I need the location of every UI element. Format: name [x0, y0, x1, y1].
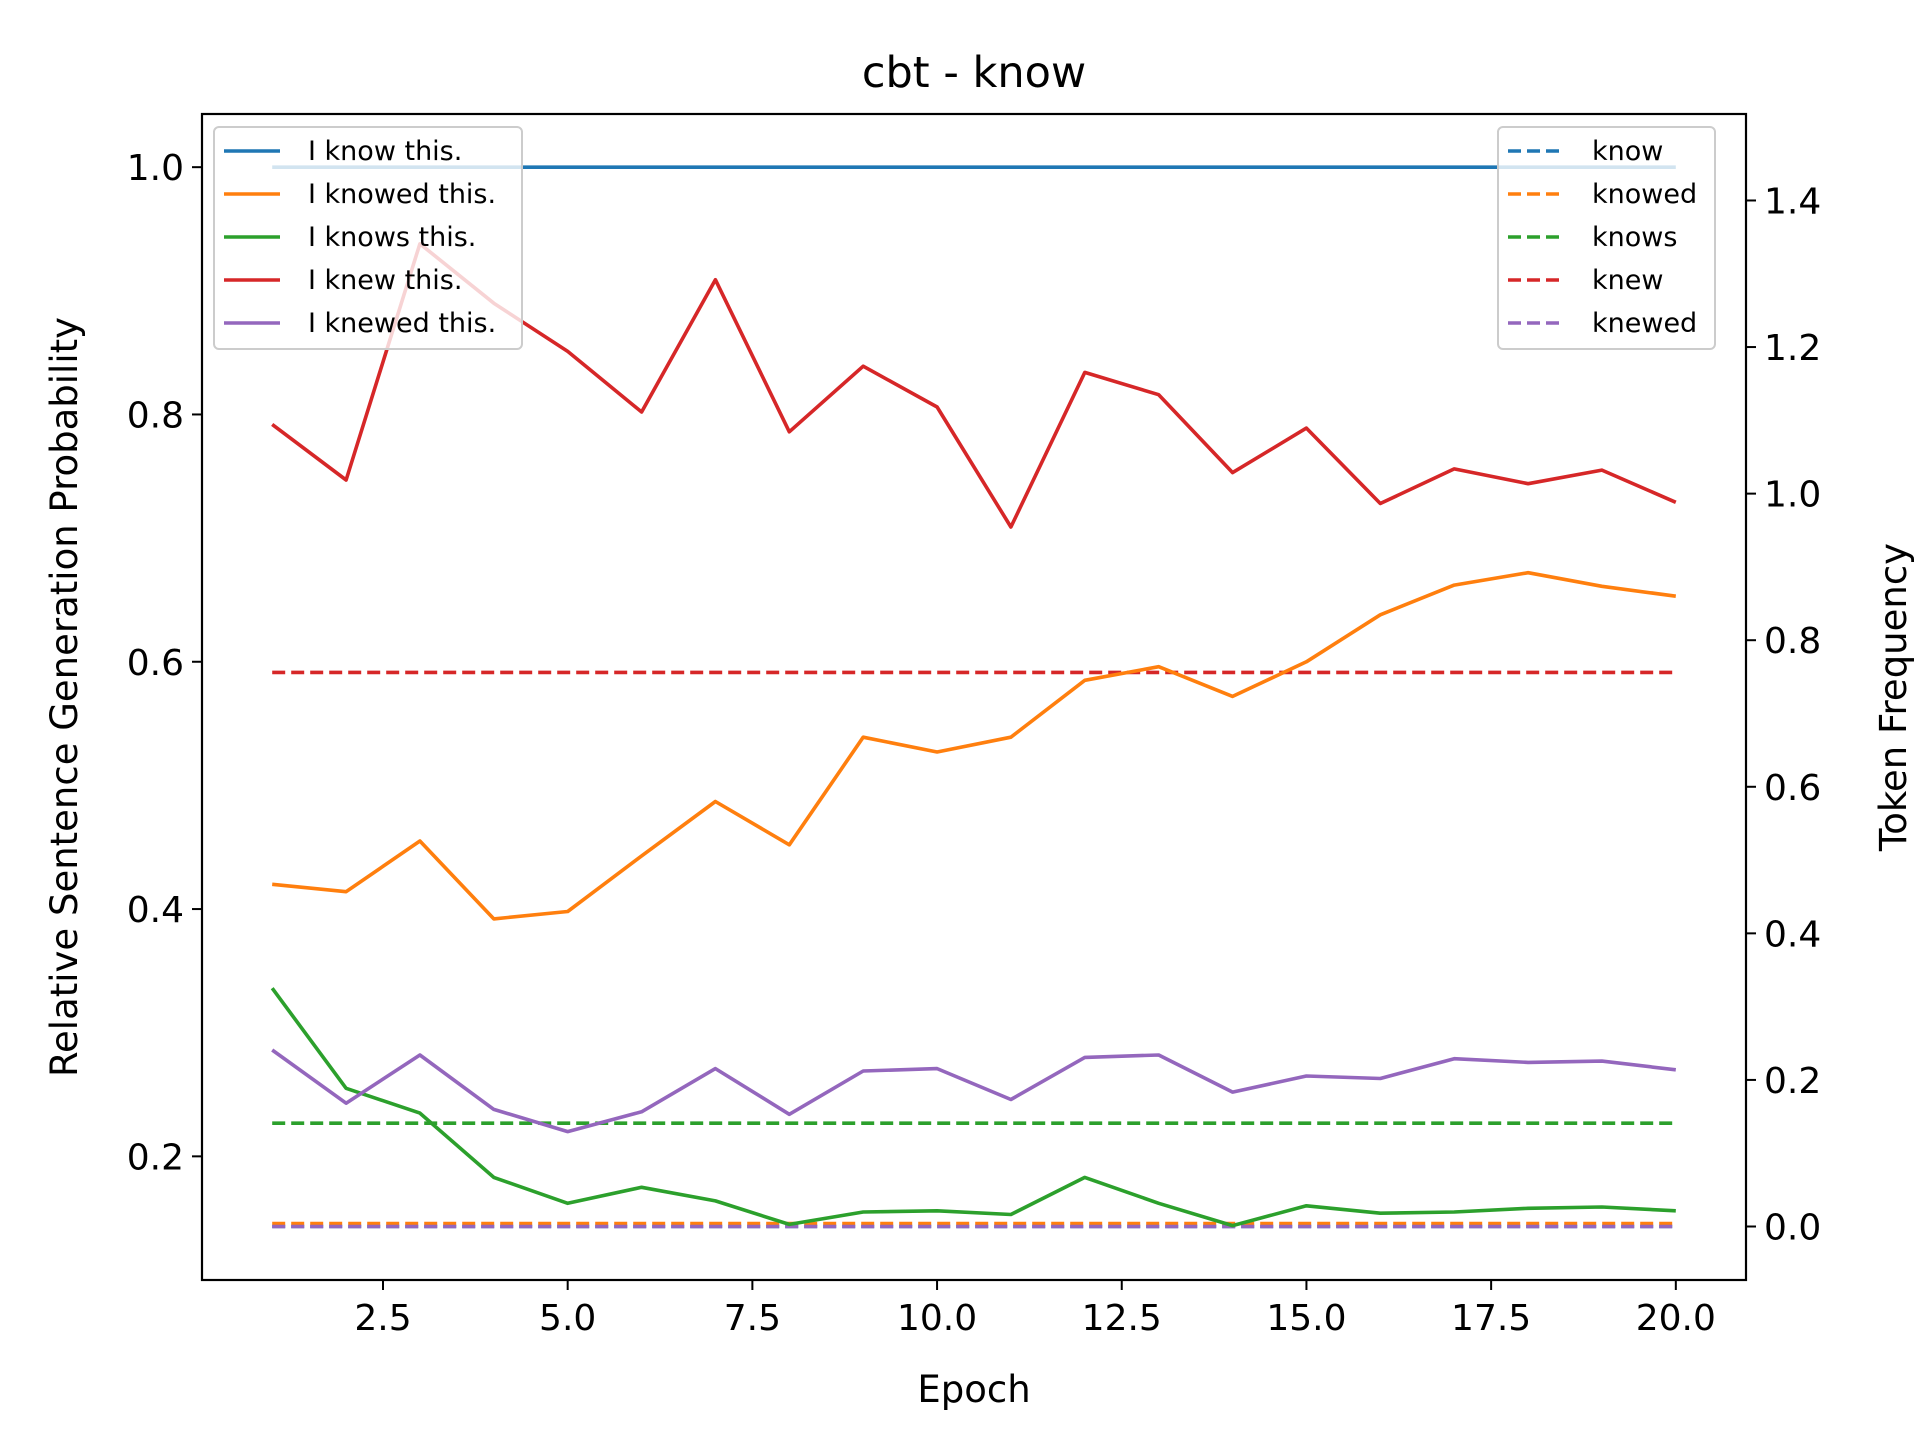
x-tick-label: 15.0 — [1266, 1298, 1346, 1339]
legend-label-knows: knows — [1592, 222, 1677, 253]
legend-label-knowed: knowed — [1592, 179, 1697, 210]
plot-frame — [200, 112, 1748, 1282]
legend-layer: I know this. I knowed this. I knows this. I… — [213, 126, 1716, 350]
y-tick-label: 1.0 — [127, 148, 184, 189]
y-right-tick-label: 0.0 — [1764, 1208, 1821, 1249]
y-right-tick-label: 0.4 — [1764, 914, 1821, 955]
y-tick-label: 0.4 — [127, 890, 184, 931]
legend-label-i-knows-this: I knows this. — [308, 222, 476, 253]
y-tick-label: 0.2 — [127, 1137, 184, 1178]
x-tick-label: 20.0 — [1636, 1298, 1716, 1339]
legend-label-i-know-this: I know this. — [308, 136, 462, 167]
y-axis-right-label: Token Frequency — [1872, 543, 1915, 852]
y-right-tick-label: 1.4 — [1764, 181, 1821, 222]
y-axis-label: Relative Sentence Generation Probability — [43, 317, 86, 1077]
y-right-tick-label: 0.8 — [1764, 621, 1821, 662]
legend-label-i-knowed-this: I knowed this. — [308, 179, 496, 210]
legend-label-i-knewed-this: I knewed this. — [308, 308, 496, 339]
legend-label-knewed: knewed — [1592, 308, 1697, 339]
y-right-tick-label: 0.2 — [1764, 1061, 1821, 1102]
legend-label-knew: knew — [1592, 265, 1663, 296]
chart-title: cbt - know — [862, 48, 1086, 98]
y-tick-label: 0.6 — [127, 643, 184, 684]
series-line-i-knows-this — [270, 987, 1676, 1228]
legend-label-know: know — [1592, 136, 1663, 167]
y-right-tick-label: 1.0 — [1764, 475, 1821, 516]
x-axis-label: Epoch — [917, 1368, 1030, 1411]
series-line-i-knowed-this — [272, 570, 1677, 921]
x-tick-label: 2.5 — [354, 1298, 411, 1339]
y-right-tick-label: 1.2 — [1764, 328, 1821, 369]
x-axis: 2.5 5.0 7.5 10.0 12.5 15.0 17.5 20.0 — [354, 1280, 1716, 1339]
y-axis-left: 0.2 0.4 0.6 0.8 1.0 — [127, 148, 202, 1178]
y-axis-right: 0.0 0.2 0.4 0.6 0.8 1.0 1.2 1.4 — [1746, 181, 1821, 1249]
x-tick-label: 12.5 — [1082, 1298, 1162, 1339]
legend-box — [1497, 126, 1716, 350]
legend-label-i-knew-this: I knew this. — [308, 265, 462, 296]
x-tick-label: 10.0 — [897, 1298, 977, 1339]
series-layer — [270, 165, 1677, 1229]
y-tick-label: 0.8 — [127, 395, 184, 436]
x-tick-label: 7.5 — [724, 1298, 781, 1339]
series-line-i-knewed-this — [271, 1048, 1677, 1134]
x-tick-label: 5.0 — [539, 1298, 596, 1339]
y-right-tick-label: 0.6 — [1764, 768, 1821, 809]
legend-box — [213, 126, 523, 350]
x-tick-label: 17.5 — [1451, 1298, 1531, 1339]
